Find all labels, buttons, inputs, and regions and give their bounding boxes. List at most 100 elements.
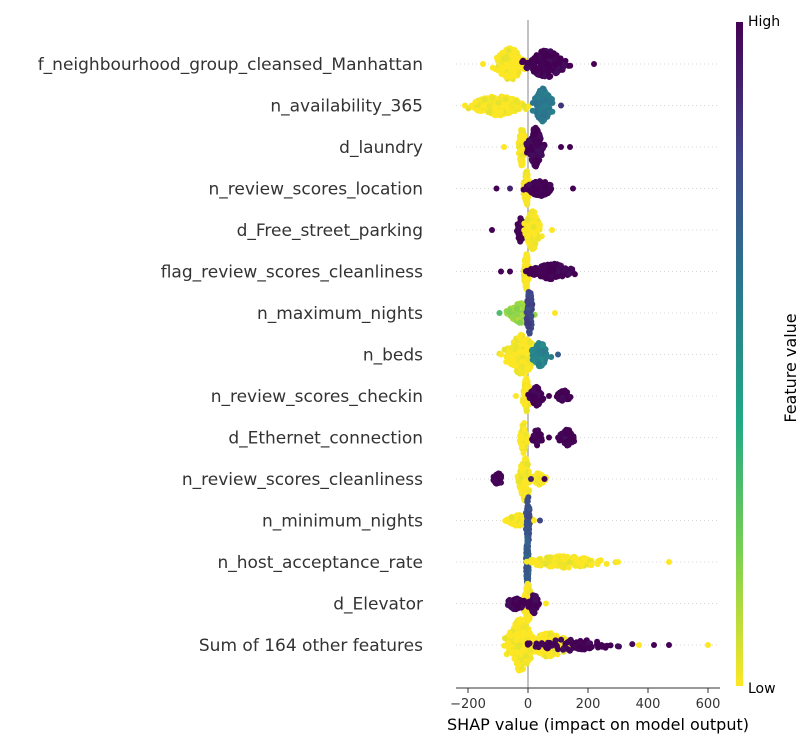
data-point (525, 632, 532, 638)
data-point (546, 109, 553, 116)
data-point (558, 102, 564, 109)
data-point (536, 649, 543, 656)
data-point (545, 650, 552, 657)
data-point (540, 348, 547, 355)
data-point (472, 99, 479, 106)
feature-label: f_neighbourhood_group_cleansed_Manhattan (38, 55, 423, 75)
data-point (514, 311, 521, 318)
data-point (538, 396, 545, 403)
data-point (491, 112, 498, 119)
data-point (533, 127, 540, 134)
data-point (493, 185, 500, 192)
data-point (515, 605, 521, 612)
data-point (538, 88, 545, 95)
data-point (517, 147, 524, 154)
data-point (535, 385, 542, 392)
data-point (505, 644, 512, 651)
data-point (523, 315, 530, 322)
data-point (510, 649, 517, 655)
data-point (534, 105, 541, 111)
data-point (508, 108, 514, 115)
data-point (510, 68, 517, 75)
data-point (506, 309, 512, 316)
data-point (523, 222, 530, 229)
data-point (525, 103, 532, 110)
data-point (524, 65, 531, 72)
data-point (527, 647, 534, 654)
data-point (523, 276, 530, 283)
data-point (530, 635, 536, 642)
feature-label: n_review_scores_checkin (211, 387, 423, 407)
data-point (502, 517, 509, 524)
data-point (547, 554, 553, 561)
data-point (513, 55, 520, 62)
data-point (598, 643, 605, 650)
data-point (569, 266, 576, 273)
colorbar-title: Feature value (781, 313, 800, 422)
data-point (499, 71, 505, 78)
data-point (506, 630, 513, 637)
data-point (542, 630, 549, 637)
data-point (502, 635, 508, 642)
x-tick-label: 600 (696, 697, 721, 712)
data-point (508, 353, 515, 360)
data-point (462, 102, 468, 109)
data-point (615, 559, 621, 565)
data-point (523, 140, 530, 147)
data-point (551, 640, 558, 647)
data-point (651, 642, 657, 648)
data-point (524, 345, 531, 352)
data-point (546, 434, 552, 441)
data-point (567, 62, 574, 69)
data-point (516, 619, 523, 626)
data-point (533, 640, 540, 647)
data-point (526, 603, 533, 610)
data-point (528, 266, 534, 272)
data-point (503, 61, 510, 68)
data-point (480, 61, 486, 67)
data-point (513, 305, 520, 312)
data-point (557, 431, 564, 438)
data-point (548, 354, 555, 360)
data-point (552, 62, 559, 68)
data-point (520, 450, 527, 456)
data-point (498, 108, 504, 115)
data-point (705, 642, 711, 648)
data-point (524, 529, 531, 536)
data-point (495, 99, 502, 106)
data-point (531, 517, 537, 524)
feature-label: n_maximum_nights (257, 304, 423, 324)
data-point (666, 559, 672, 565)
feature-label: flag_review_scores_cleanliness (161, 263, 423, 283)
data-point (567, 647, 573, 654)
data-point (524, 171, 531, 178)
feature-label: n_review_scores_location (209, 180, 423, 200)
data-point (521, 402, 528, 409)
data-point (565, 429, 572, 436)
data-point (501, 144, 507, 150)
data-point (507, 96, 514, 102)
data-point (594, 641, 600, 648)
data-point (504, 602, 511, 608)
data-point (566, 270, 573, 277)
data-point (527, 339, 534, 346)
data-point (526, 329, 533, 336)
feature-label: n_host_acceptance_rate (217, 553, 423, 573)
data-point (549, 227, 555, 233)
data-point (558, 262, 564, 269)
data-point (572, 555, 579, 562)
data-point (552, 310, 558, 316)
data-point (523, 660, 530, 667)
data-point (532, 95, 538, 102)
data-point (552, 274, 559, 280)
data-point (543, 50, 550, 57)
data-point (536, 361, 542, 367)
data-point (558, 144, 564, 150)
data-point (541, 103, 548, 110)
data-point (591, 61, 597, 67)
data-point (535, 157, 542, 164)
data-point (541, 108, 548, 115)
data-point (595, 558, 602, 564)
data-point (569, 436, 576, 443)
data-point (535, 347, 542, 353)
